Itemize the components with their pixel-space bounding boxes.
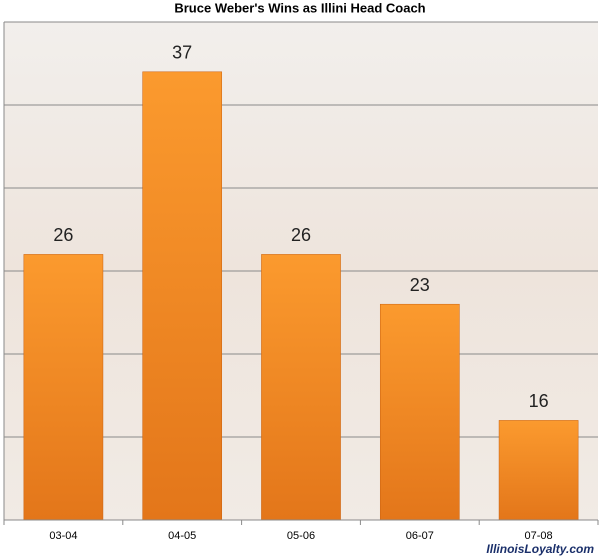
bar bbox=[142, 71, 223, 521]
data-label: 26 bbox=[291, 225, 311, 245]
x-tick-label: 04-05 bbox=[168, 530, 196, 542]
x-tick-label: 05-06 bbox=[287, 530, 315, 542]
x-tick-label: 03-04 bbox=[49, 530, 77, 542]
x-tick-label: 06-07 bbox=[406, 530, 434, 542]
data-label: 23 bbox=[410, 275, 430, 295]
chart-title: Bruce Weber's Wins as Illini Head Coach bbox=[174, 0, 425, 15]
data-label: 16 bbox=[529, 391, 549, 411]
watermark: IllinoisLoyalty.com bbox=[486, 542, 594, 556]
bar bbox=[498, 420, 579, 521]
bar bbox=[379, 303, 460, 521]
bar bbox=[261, 254, 341, 521]
x-tick-label: 07-08 bbox=[525, 530, 553, 542]
data-label: 37 bbox=[172, 43, 192, 63]
data-label: 26 bbox=[53, 225, 73, 245]
bar bbox=[23, 254, 104, 521]
